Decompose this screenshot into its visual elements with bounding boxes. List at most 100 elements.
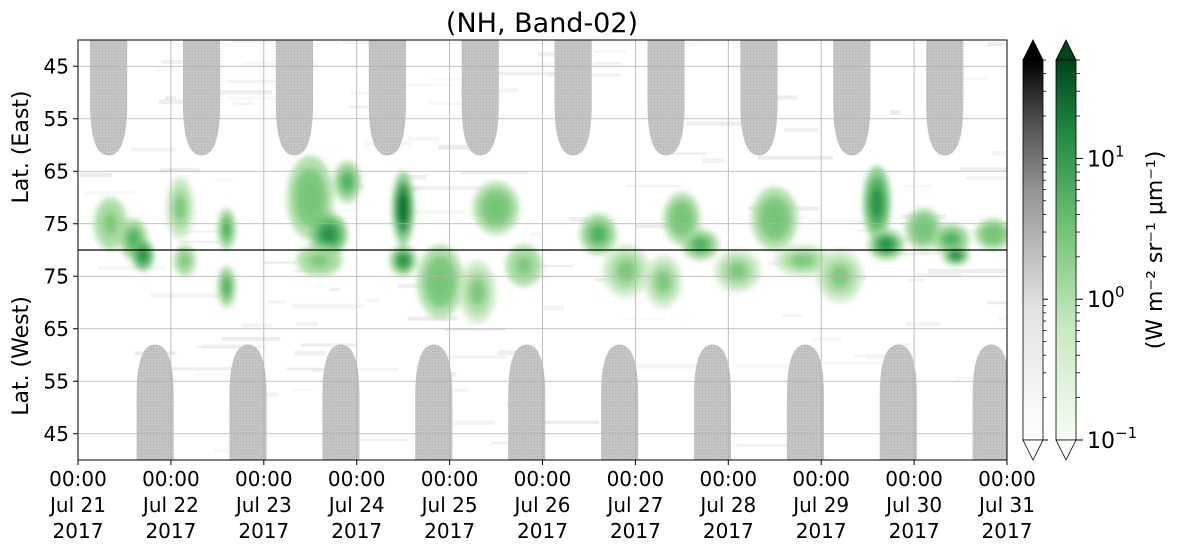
x-tick-label-line: Jul 26 <box>513 493 571 517</box>
x-tick-label-line: Jul 21 <box>48 493 106 517</box>
background-streak <box>431 77 478 81</box>
y-axis-ticks: 45 55 65 75 75 65 55 45 <box>44 54 78 446</box>
background-streak <box>196 345 266 349</box>
background-streak <box>404 185 484 191</box>
x-tick-label-line: Jul 30 <box>884 493 942 517</box>
dayside-mask-east <box>368 40 406 156</box>
radiance-blob <box>985 227 1001 241</box>
colorbar-tick-exponent: 1 <box>1115 142 1125 160</box>
colorbar-tick-label: 10−1 <box>1087 424 1137 454</box>
background-streak <box>407 316 458 321</box>
radiance-blob <box>300 180 320 215</box>
background-streak <box>991 151 1006 156</box>
background-streak <box>915 272 962 278</box>
background-streak <box>768 95 798 100</box>
background-streak <box>202 90 272 95</box>
background-streak <box>568 217 588 222</box>
background-streak <box>954 77 989 80</box>
radiance-blob <box>341 173 353 191</box>
background-streak <box>291 388 314 391</box>
colorbar-ticks: 10 1 100 10−1 <box>1043 59 1137 454</box>
background-streak <box>490 441 514 445</box>
radiance-blob <box>674 208 690 229</box>
background-streak <box>936 228 1007 233</box>
background-streak <box>294 350 326 356</box>
background-streak <box>784 127 819 132</box>
radiance-blob <box>222 278 231 296</box>
background-streak <box>736 364 798 369</box>
background-streak <box>429 102 465 106</box>
background-streak <box>998 316 1007 321</box>
colorbar-tick-exponent: 0 <box>1115 283 1125 301</box>
x-tick-label: 00:00 Jul 22 2017 <box>141 467 200 543</box>
dayside-mask-west <box>693 344 732 460</box>
background-streak <box>154 68 179 72</box>
background-streak <box>179 240 219 243</box>
dayside-mask-east <box>647 40 685 156</box>
x-tick-label-line: Jul 24 <box>327 493 385 517</box>
x-tick-label: 00:00 Jul 30 2017 <box>884 467 943 543</box>
y-axis-label-west: Lat. (West) <box>9 296 34 416</box>
background-streak <box>341 40 384 45</box>
background-streak <box>202 344 254 349</box>
radiance-blob <box>692 238 708 252</box>
background-streak <box>541 420 599 425</box>
x-tick-label-line: 00:00 <box>885 467 943 491</box>
background-streak <box>671 152 707 155</box>
background-streak <box>808 220 868 225</box>
colorbar-greens-bar <box>1055 59 1077 441</box>
colorbar-greens-extend-min <box>1055 439 1077 461</box>
background-streak <box>291 303 364 309</box>
background-streak <box>536 61 567 66</box>
colorbar-tick-label: 100 <box>1087 283 1125 313</box>
x-tick-label-line: 2017 <box>331 519 382 543</box>
background-streak <box>965 176 1007 180</box>
radiance-blob <box>616 260 636 282</box>
colorbar-greens <box>1055 39 1077 461</box>
dayside-mask-east <box>740 40 778 156</box>
background-streak <box>441 355 507 359</box>
x-tick-label-line: 00:00 <box>142 467 200 491</box>
background-streak <box>1005 45 1007 49</box>
colorbar-greys-extend-max <box>1022 39 1044 61</box>
background-streak <box>263 261 296 264</box>
radiance-blob <box>871 188 883 218</box>
colorbar-tick-base: 10 <box>1087 288 1115 313</box>
background-streak <box>296 322 318 326</box>
radiance-blob <box>174 195 186 221</box>
background-streak <box>757 155 833 160</box>
dayside-mask-east <box>461 40 499 156</box>
chart-title: (NH, Band-02) <box>446 8 638 39</box>
x-tick-label: 00:00 Jul 25 2017 <box>420 467 479 543</box>
x-tick-label-line: 00:00 <box>235 467 293 491</box>
background-streak <box>214 178 233 182</box>
background-streak <box>226 96 294 101</box>
radiance-blob <box>516 257 532 275</box>
radiance-blob <box>915 220 931 238</box>
dayside-mask-east <box>554 40 592 156</box>
x-tick-label-line: 2017 <box>889 519 940 543</box>
y-tick-label: 45 <box>44 54 69 78</box>
background-streak <box>409 209 466 215</box>
background-streak <box>903 184 931 188</box>
background-streak <box>350 91 369 95</box>
background-streak <box>408 136 440 142</box>
x-tick-label: 00:00 Jul 26 2017 <box>513 467 572 543</box>
background-streak <box>160 168 201 173</box>
background-streak <box>543 305 564 311</box>
x-tick-label-line: 00:00 <box>792 467 850 491</box>
background-streak <box>619 363 698 369</box>
x-tick-label-line: Jul 25 <box>420 493 478 517</box>
background-streak <box>593 50 626 54</box>
background-streak <box>393 84 452 87</box>
background-streak <box>161 60 201 65</box>
background-streak <box>310 208 357 212</box>
dayside-mask-west <box>229 344 267 460</box>
x-tick-label: 00:00 Jul 31 2017 <box>977 467 1036 543</box>
x-tick-label-line: 00:00 <box>514 467 572 491</box>
y-tick-label: 75 <box>44 264 69 288</box>
background-streak <box>158 99 196 105</box>
dayside-mask-west <box>786 344 824 460</box>
y-tick-label: 65 <box>44 159 69 183</box>
